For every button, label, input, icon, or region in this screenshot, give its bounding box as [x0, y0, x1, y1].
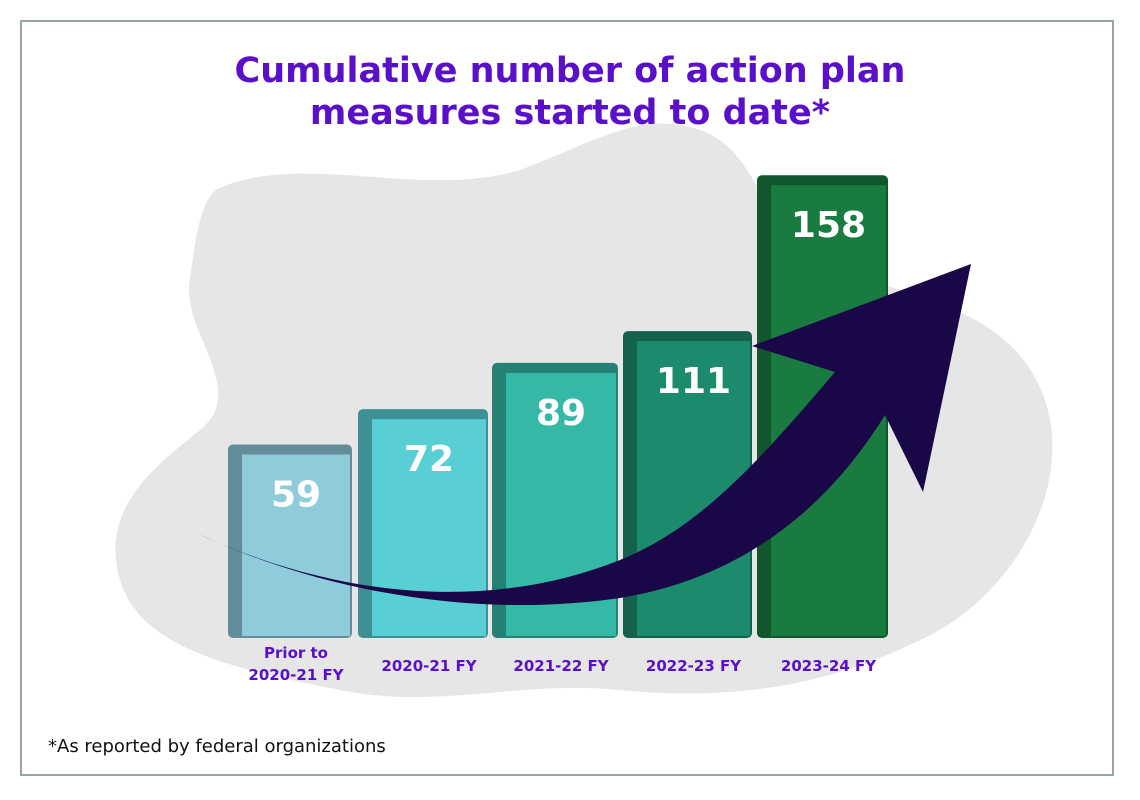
chart-frame: [20, 20, 1114, 776]
data-label-1: 72: [404, 439, 454, 480]
data-label-3: 111: [656, 361, 731, 402]
trend-arrow: [160, 264, 971, 606]
bar-0: [242, 454, 350, 636]
data-label-4: 158: [791, 205, 866, 246]
x-tick-label-3-0: 2022-23 FY: [646, 657, 742, 675]
data-label-2: 89: [536, 393, 586, 434]
x-tick-label-4-0: 2023-24 FY: [781, 657, 877, 675]
footnote: *As reported by federal organizations: [48, 736, 386, 757]
x-tick-label-0-1: 2020-21 FY: [248, 666, 344, 684]
data-label-0: 59: [271, 475, 321, 516]
chart-title: Cumulative number of action plan measure…: [0, 50, 1140, 134]
x-tick-label-2-0: 2021-22 FY: [513, 657, 609, 675]
x-tick-label-0-0: Prior to: [264, 644, 328, 662]
title-line-1: Cumulative number of action plan: [234, 51, 906, 91]
title-line-2: measures started to date*: [309, 93, 831, 133]
x-tick-label-1-0: 2020-21 FY: [381, 657, 477, 675]
